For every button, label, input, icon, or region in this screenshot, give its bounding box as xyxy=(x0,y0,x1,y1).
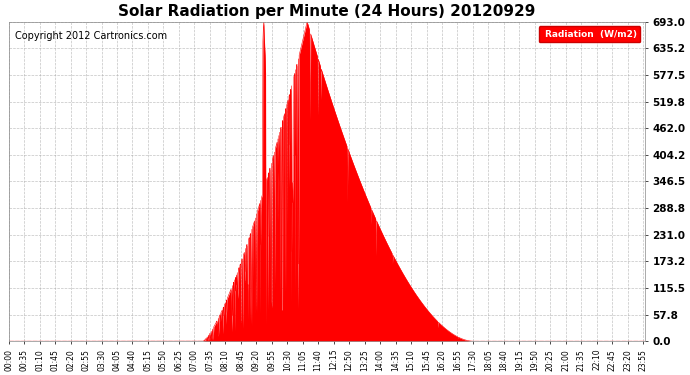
Text: Copyright 2012 Cartronics.com: Copyright 2012 Cartronics.com xyxy=(15,31,167,41)
Legend: Radiation  (W/m2): Radiation (W/m2) xyxy=(538,26,640,42)
Title: Solar Radiation per Minute (24 Hours) 20120929: Solar Radiation per Minute (24 Hours) 20… xyxy=(118,4,535,19)
